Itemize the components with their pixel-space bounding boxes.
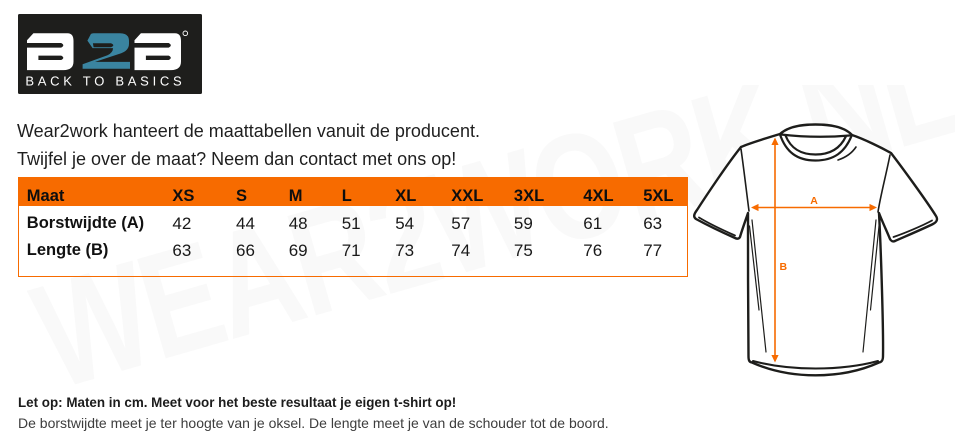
svg-text:A: A (810, 195, 818, 207)
svg-text:B: B (780, 261, 788, 273)
svg-text:BACK TO BASICS: BACK TO BASICS (25, 73, 182, 88)
